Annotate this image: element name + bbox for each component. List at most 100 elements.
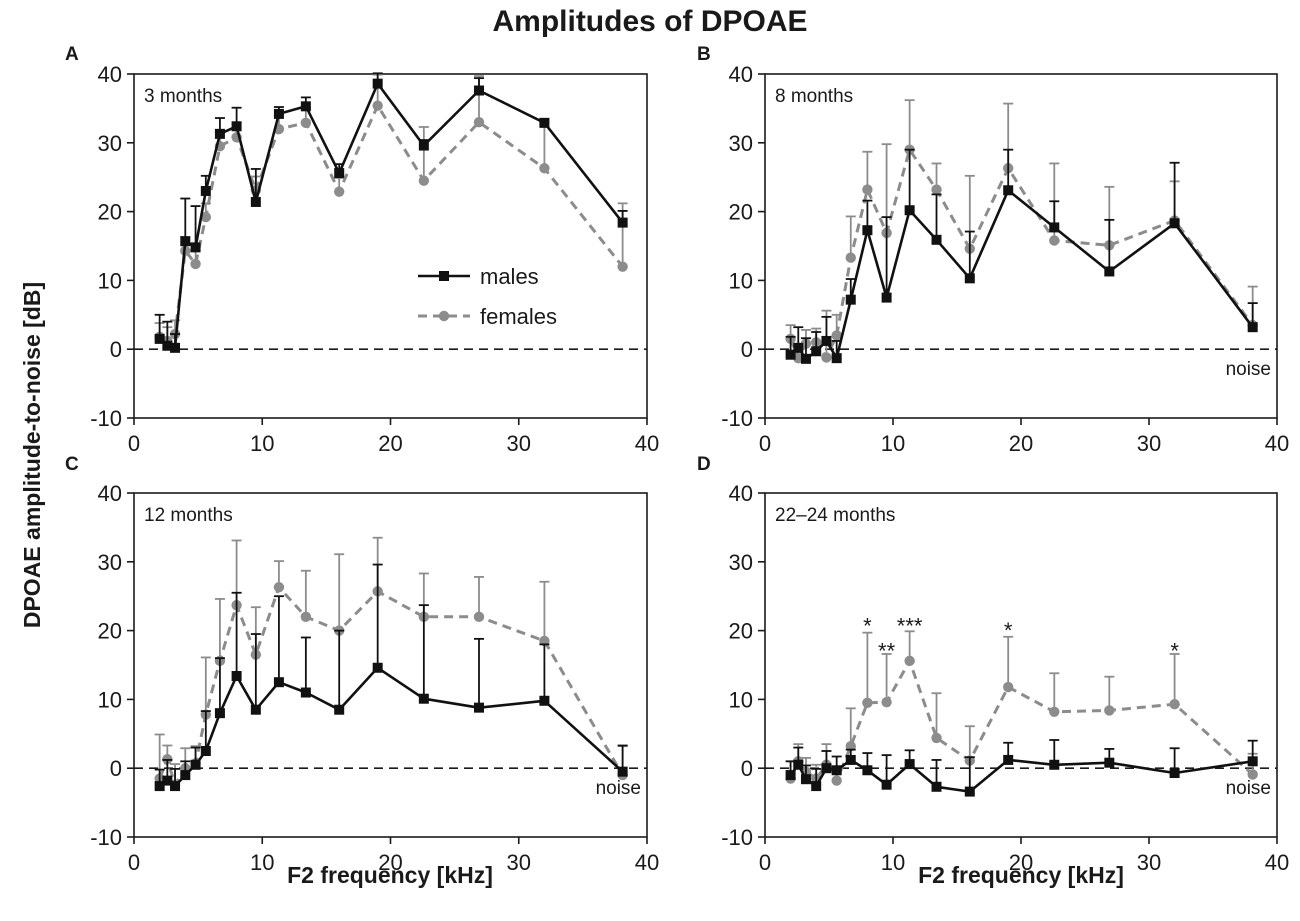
data-point	[539, 695, 550, 706]
data-point	[617, 217, 628, 228]
data-point	[904, 655, 915, 667]
x-tick-label: 10	[250, 850, 274, 875]
panel-age-label: 3 months	[144, 86, 222, 107]
data-point	[190, 258, 201, 270]
data-point	[862, 184, 873, 195]
y-tick-label: -10	[90, 825, 122, 850]
data-point	[200, 211, 212, 223]
plot-frame	[764, 492, 1278, 838]
series-line	[158, 585, 624, 787]
data-point	[964, 786, 975, 797]
y-tick-label: 0	[741, 756, 753, 781]
data-point	[1169, 218, 1180, 229]
x-tick-label: 40	[635, 850, 659, 875]
data-point	[250, 704, 261, 715]
panel-letter: A	[65, 44, 79, 65]
data-point	[473, 611, 485, 623]
panel-letter: D	[697, 454, 711, 475]
data-point	[200, 746, 211, 756]
data-point	[473, 85, 484, 96]
data-point	[273, 582, 285, 593]
y-tick-label: 40	[98, 481, 122, 506]
y-tick-label: 20	[98, 619, 122, 644]
panel-letter: B	[697, 44, 711, 65]
data-point	[1104, 757, 1115, 768]
data-point	[180, 770, 191, 781]
data-point	[831, 353, 842, 364]
x-tick-label: 40	[635, 431, 659, 456]
data-point	[1049, 235, 1060, 246]
data-point	[334, 704, 345, 715]
significance-marker: ***	[897, 614, 923, 639]
data-point	[821, 335, 832, 346]
data-point	[372, 662, 383, 673]
y-tick-label: -10	[721, 825, 753, 850]
data-point	[214, 128, 225, 139]
data-point	[162, 340, 173, 351]
legend-marker	[438, 310, 450, 322]
data-point	[931, 781, 942, 792]
x-tick-label: 0	[128, 431, 140, 456]
legend-item-females: females	[418, 304, 557, 329]
series-females	[785, 99, 1258, 364]
data-point	[418, 693, 429, 704]
x-tick-label: 0	[759, 850, 771, 875]
data-point	[811, 346, 822, 357]
data-point	[190, 759, 201, 770]
noise-label: noise	[1226, 359, 1271, 380]
data-point	[931, 184, 942, 195]
x-tick-label: 40	[1265, 850, 1289, 875]
data-point	[1003, 681, 1014, 693]
data-point	[300, 101, 311, 112]
y-tick-label: 30	[729, 131, 753, 156]
data-point	[793, 759, 804, 770]
y-tick-label: 0	[110, 337, 122, 362]
x-tick-label: 30	[1137, 850, 1161, 875]
data-point	[1169, 768, 1180, 779]
data-point	[1003, 185, 1014, 196]
data-point	[418, 140, 429, 151]
data-point	[831, 330, 842, 341]
data-point	[273, 677, 284, 688]
x-tick-label: 30	[1137, 431, 1161, 456]
series-line	[789, 758, 1253, 793]
data-point	[881, 779, 892, 790]
x-axis-title-left: F2 frequency [kHz]	[287, 862, 493, 888]
data-point	[800, 353, 811, 364]
y-tick-label: -10	[90, 406, 122, 431]
legend-label: females	[480, 304, 557, 329]
x-tick-label: 0	[128, 850, 140, 875]
y-tick-label: 10	[98, 268, 122, 293]
x-tick-label: 10	[250, 431, 274, 456]
significance-marker: *	[863, 614, 872, 639]
y-tick-label: 30	[98, 550, 122, 575]
data-point	[372, 100, 383, 111]
plot-frame	[133, 492, 648, 838]
series-males	[785, 148, 1258, 364]
data-point	[862, 225, 873, 236]
x-tick-label: 20	[1009, 850, 1033, 875]
series-females	[154, 536, 628, 790]
data-point	[300, 117, 312, 129]
data-point	[170, 342, 181, 353]
data-point	[170, 781, 181, 792]
data-point	[273, 108, 284, 119]
data-point	[180, 236, 191, 247]
y-tick-label: 30	[729, 550, 753, 575]
x-tick-label: 30	[507, 431, 531, 456]
data-point	[300, 687, 311, 698]
data-point	[931, 234, 942, 245]
y-tick-label: 10	[98, 687, 122, 712]
x-tick-label: 20	[1009, 431, 1033, 456]
y-tick-label: 40	[98, 62, 122, 87]
x-tick-label: 20	[378, 431, 402, 456]
data-point	[1247, 756, 1258, 767]
data-point	[785, 770, 796, 781]
